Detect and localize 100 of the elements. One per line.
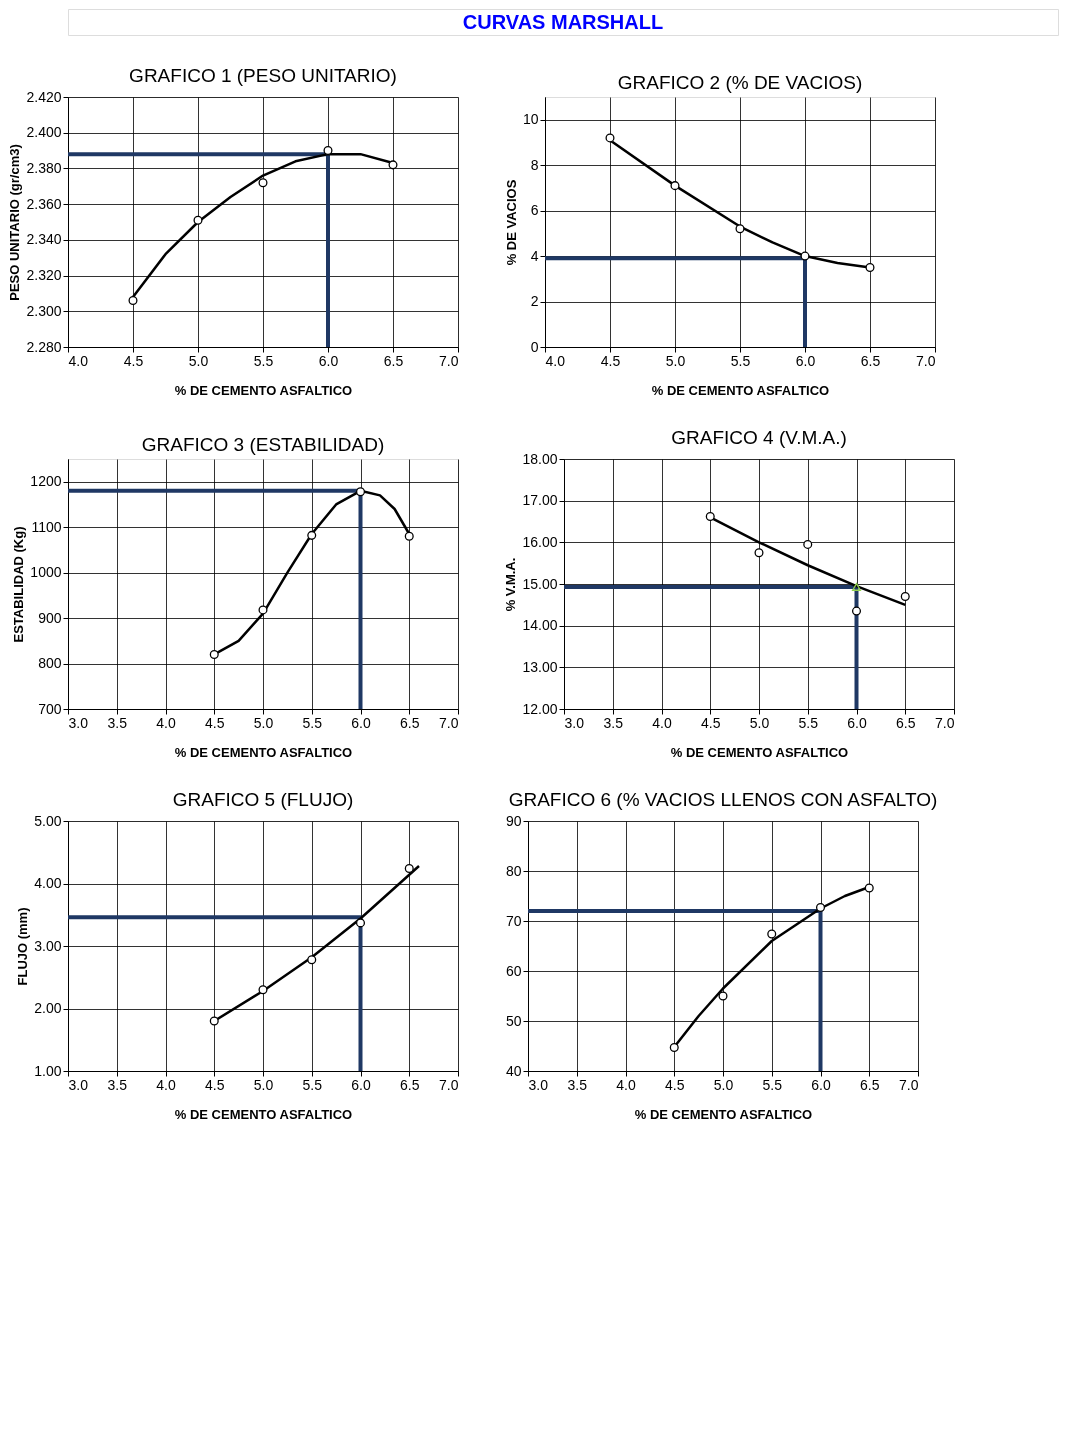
x-tick-label: 5.5 <box>762 1076 783 1093</box>
x-tick-label: 4.0 <box>652 714 672 731</box>
x-tick-label: 5.0 <box>188 352 209 369</box>
y-axis-title: FLUJO (mm) <box>15 907 31 986</box>
x-tick-label: 4.5 <box>600 352 621 369</box>
x-tick-label: 7.0 <box>439 1076 459 1093</box>
y-tick-label: 1100 <box>31 518 62 535</box>
x-tick-label: 4.5 <box>665 1076 685 1093</box>
x-tick-label: 4.5 <box>205 714 225 731</box>
x-tick-label: 4.5 <box>701 714 721 731</box>
x-tick-label: 5.5 <box>730 352 751 369</box>
y-tick-label: 0 <box>530 338 539 355</box>
y-tick-label: 900 <box>38 609 62 626</box>
x-tick-label: 3.5 <box>107 714 128 731</box>
y-axis-title: % V.M.A. <box>503 557 519 612</box>
y-tick-label: 15.00 <box>522 575 558 592</box>
x-tick-label: 4.0 <box>156 1076 176 1093</box>
x-tick-label: 5.5 <box>253 352 274 369</box>
x-tick-label: 4.0 <box>68 352 89 369</box>
x-axis-title: % DE CEMENTO ASFALTICO <box>634 1106 813 1122</box>
chart-title: GRAFICO 2 (% DE VACIOS) <box>617 72 863 93</box>
x-tick-label: 7.0 <box>916 352 936 369</box>
x-tick-label: 6.0 <box>795 352 816 369</box>
y-tick-label: 3.00 <box>34 937 62 954</box>
x-tick-label: 6.5 <box>896 714 916 731</box>
x-tick-label: 4.0 <box>156 714 176 731</box>
x-tick-label: 3.0 <box>564 714 585 731</box>
x-tick-label: 6.0 <box>318 352 339 369</box>
y-axis-title: PESO UNITARIO (gr/cm3) <box>7 144 23 301</box>
x-tick-label: 7.0 <box>439 714 459 731</box>
y-tick-label: 2.400 <box>26 124 62 141</box>
y-tick-label: 800 <box>38 655 62 672</box>
x-tick-label: 3.5 <box>107 1076 128 1093</box>
x-tick-label: 7.0 <box>899 1076 919 1093</box>
x-tick-label: 5.0 <box>253 1076 274 1093</box>
y-tick-label: 4.00 <box>34 875 62 891</box>
y-tick-label: 700 <box>38 700 62 717</box>
x-tick-label: 5.0 <box>713 1076 734 1093</box>
y-tick-label: 8 <box>530 156 539 173</box>
y-tick-label: 2.300 <box>26 302 62 319</box>
x-tick-label: 6.0 <box>847 714 867 731</box>
x-axis-title: % DE CEMENTO ASFALTICO <box>651 382 830 398</box>
y-tick-label: 1200 <box>30 473 62 490</box>
chart-title: GRAFICO 4 (V.M.A.) <box>671 427 847 448</box>
y-axis-title: % DE VACIOS <box>503 179 519 266</box>
x-tick-label: 5.5 <box>302 1076 323 1093</box>
y-tick-label: 70 <box>505 912 522 929</box>
y-tick-label: 2.420 <box>26 88 62 105</box>
x-axis-title: % DE CEMENTO ASFALTICO <box>174 1106 353 1122</box>
x-tick-label: 3.5 <box>603 714 624 731</box>
y-tick-label: 2.280 <box>26 338 62 355</box>
y-tick-label: 2.340 <box>26 231 62 248</box>
chart-title: GRAFICO 5 (FLUJO) <box>172 789 354 810</box>
x-tick-label: 5.0 <box>253 714 274 731</box>
y-tick-label: 4 <box>530 247 539 264</box>
x-tick-label: 7.0 <box>439 352 459 369</box>
y-axis-title: ESTABILIDAD (Kg) <box>11 526 27 643</box>
y-tick-label: 50 <box>505 1012 522 1029</box>
y-tick-label: 80 <box>505 862 522 879</box>
y-tick-label: 40 <box>505 1062 522 1079</box>
x-tick-label: 5.5 <box>798 714 819 731</box>
y-tick-label: 12.00 <box>522 700 558 717</box>
x-axis-title: % DE CEMENTO ASFALTICO <box>174 744 353 760</box>
x-tick-label: 7.0 <box>935 714 955 731</box>
y-tick-label: 18.00 <box>522 450 558 467</box>
y-tick-label: 2.00 <box>34 1000 62 1016</box>
x-axis-title: % DE CEMENTO ASFALTICO <box>670 744 849 760</box>
y-tick-label: 10 <box>522 111 539 128</box>
text: CURVAS MARSHALL <box>462 11 664 33</box>
y-tick-label: 13.00 <box>522 658 558 675</box>
x-tick-label: 3.0 <box>68 1076 89 1093</box>
x-tick-label: 5.5 <box>302 714 323 731</box>
x-tick-label: 3.0 <box>528 1076 549 1093</box>
chart-title: GRAFICO 1 (PESO UNITARIO) <box>129 65 397 86</box>
x-tick-label: 4.5 <box>123 352 144 369</box>
x-tick-label: 6.0 <box>351 1076 371 1093</box>
chart-title: GRAFICO 6 (% VACIOS LLENOS CON ASFALTO) <box>508 789 938 810</box>
x-tick-label: 3.0 <box>68 714 89 731</box>
x-tick-label: 4.5 <box>205 1076 225 1093</box>
y-tick-label: 6 <box>530 202 539 219</box>
y-tick-label: 17.00 <box>522 492 558 509</box>
y-tick-label: 2.380 <box>26 159 62 176</box>
chart-title: GRAFICO 3 (ESTABILIDAD) <box>141 434 385 455</box>
y-tick-label: 90 <box>505 812 522 829</box>
x-tick-label: 6.5 <box>400 1076 420 1093</box>
x-tick-label: 5.0 <box>665 352 686 369</box>
x-tick-label: 6.0 <box>351 714 371 731</box>
x-tick-label: 5.0 <box>749 714 770 731</box>
x-tick-label: 3.5 <box>567 1076 588 1093</box>
x-axis-title: % DE CEMENTO ASFALTICO <box>174 382 353 398</box>
x-tick-label: 6.5 <box>383 352 404 369</box>
x-tick-label: 4.0 <box>616 1076 636 1093</box>
x-tick-label: 4.0 <box>545 352 566 369</box>
y-tick-label: 14.00 <box>522 617 558 634</box>
y-tick-label: 1000 <box>30 564 62 581</box>
y-tick-label: 1.00 <box>34 1062 62 1079</box>
y-tick-label: 5.00 <box>34 812 62 829</box>
y-tick-label: 2.320 <box>26 267 62 284</box>
y-tick-label: 2 <box>530 293 539 310</box>
x-tick-label: 6.0 <box>811 1076 831 1093</box>
